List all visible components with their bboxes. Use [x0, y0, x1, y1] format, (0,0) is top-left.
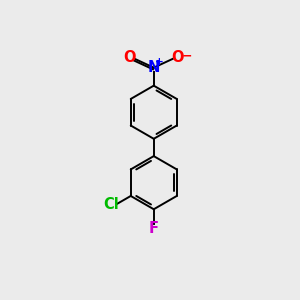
Text: F: F — [149, 221, 159, 236]
Text: O: O — [124, 50, 136, 65]
Text: −: − — [181, 50, 192, 63]
Text: N: N — [148, 60, 160, 75]
Text: O: O — [172, 50, 184, 65]
Text: Cl: Cl — [103, 197, 119, 212]
Text: +: + — [155, 57, 164, 67]
